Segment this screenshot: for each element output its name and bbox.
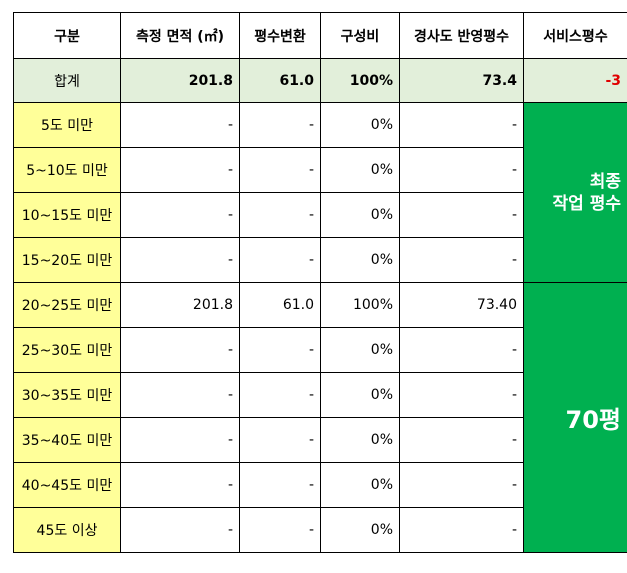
row-slope-pyeong: - xyxy=(399,417,524,463)
header-service: 서비스평수 xyxy=(523,12,627,59)
row-slope-pyeong: - xyxy=(399,462,524,508)
row-pyeong: - xyxy=(239,417,321,463)
row-label: 15~20도 미만 xyxy=(13,237,121,283)
row-slope-pyeong: - xyxy=(399,237,524,283)
row-area: - xyxy=(120,462,240,508)
row-pyeong: - xyxy=(239,237,321,283)
table-row: 5도 미만 - - 0% - 최종 작업 평수 xyxy=(13,102,627,283)
row-slope-pyeong: - xyxy=(399,507,524,553)
row-pyeong: - xyxy=(239,102,321,148)
row-area: - xyxy=(120,102,240,148)
row-label: 20~25도 미만 xyxy=(13,282,121,328)
table-row: 10~15도 미만 - - 0% - xyxy=(13,192,627,238)
row-area: - xyxy=(120,507,240,553)
row-label: 10~15도 미만 xyxy=(13,192,121,238)
row-slope-pyeong: - xyxy=(399,327,524,373)
row-ratio: 0% xyxy=(320,417,400,463)
row-ratio: 0% xyxy=(320,147,400,193)
row-slope-pyeong: - xyxy=(399,147,524,193)
row-pyeong: 61.0 xyxy=(239,282,321,328)
total-service: -3 xyxy=(523,58,627,103)
header-slope-pyeong: 경사도 반영평수 xyxy=(399,12,524,59)
final-work-value: 70평 xyxy=(565,406,621,434)
row-ratio: 0% xyxy=(320,462,400,508)
row-pyeong: - xyxy=(239,507,321,553)
row-ratio: 100% xyxy=(320,282,400,328)
row-pyeong: - xyxy=(239,327,321,373)
total-area: 201.8 xyxy=(120,58,240,103)
row-area: - xyxy=(120,147,240,193)
table-row: 30~35도 미만 - - 0% - xyxy=(13,372,627,418)
row-area: - xyxy=(120,327,240,373)
row-area: - xyxy=(120,237,240,283)
table-row: 35~40도 미만 - - 0% - xyxy=(13,417,627,463)
row-area: 201.8 xyxy=(120,282,240,328)
total-row: 합계 201.8 61.0 100% 73.4 -3 xyxy=(13,58,627,103)
table-row: 20~25도 미만 201.8 61.0 100% 73.40 70평 xyxy=(13,282,627,553)
row-pyeong: - xyxy=(239,192,321,238)
row-ratio: 0% xyxy=(320,507,400,553)
row-ratio: 0% xyxy=(320,102,400,148)
row-label: 25~30도 미만 xyxy=(13,327,121,373)
header-category: 구분 xyxy=(13,12,121,59)
row-pyeong: - xyxy=(239,462,321,508)
total-ratio: 100% xyxy=(320,58,400,103)
row-label: 45도 이상 xyxy=(13,507,121,553)
row-area: - xyxy=(120,372,240,418)
row-ratio: 0% xyxy=(320,327,400,373)
row-ratio: 0% xyxy=(320,192,400,238)
row-area: - xyxy=(120,192,240,238)
header-area: 측정 면적 (㎡) xyxy=(120,12,240,59)
header-ratio: 구성비 xyxy=(320,12,400,59)
final-work-line1: 최종 xyxy=(589,171,621,192)
table-row: 25~30도 미만 - - 0% - xyxy=(13,327,627,373)
row-label: 40~45도 미만 xyxy=(13,462,121,508)
row-pyeong: - xyxy=(239,372,321,418)
row-label: 35~40도 미만 xyxy=(13,417,121,463)
total-pyeong: 61.0 xyxy=(239,58,321,103)
header-pyeong: 평수변환 xyxy=(239,12,321,59)
total-label: 합계 xyxy=(13,58,121,103)
row-label: 5도 미만 xyxy=(13,102,121,148)
total-slope-pyeong: 73.4 xyxy=(399,58,524,103)
table-row: 5~10도 미만 - - 0% - xyxy=(13,147,627,193)
row-slope-pyeong: 73.40 xyxy=(399,282,524,328)
row-ratio: 0% xyxy=(320,372,400,418)
final-work-value-cell: 70평 xyxy=(523,282,627,553)
row-label: 5~10도 미만 xyxy=(13,147,121,193)
table-row: 40~45도 미만 - - 0% - xyxy=(13,462,627,508)
final-work-line2: 작업 평수 xyxy=(552,193,621,214)
row-ratio: 0% xyxy=(320,237,400,283)
row-slope-pyeong: - xyxy=(399,102,524,148)
row-label: 30~35도 미만 xyxy=(13,372,121,418)
slope-area-table: 구분 측정 면적 (㎡) 평수변환 구성비 경사도 반영평수 서비스평수 합계 … xyxy=(13,12,627,553)
row-area: - xyxy=(120,417,240,463)
header-row: 구분 측정 면적 (㎡) 평수변환 구성비 경사도 반영평수 서비스평수 xyxy=(13,12,627,59)
final-work-label-cell: 최종 작업 평수 xyxy=(523,102,627,283)
row-slope-pyeong: - xyxy=(399,372,524,418)
row-slope-pyeong: - xyxy=(399,192,524,238)
table-row: 45도 이상 - - 0% - xyxy=(13,507,627,553)
row-pyeong: - xyxy=(239,147,321,193)
